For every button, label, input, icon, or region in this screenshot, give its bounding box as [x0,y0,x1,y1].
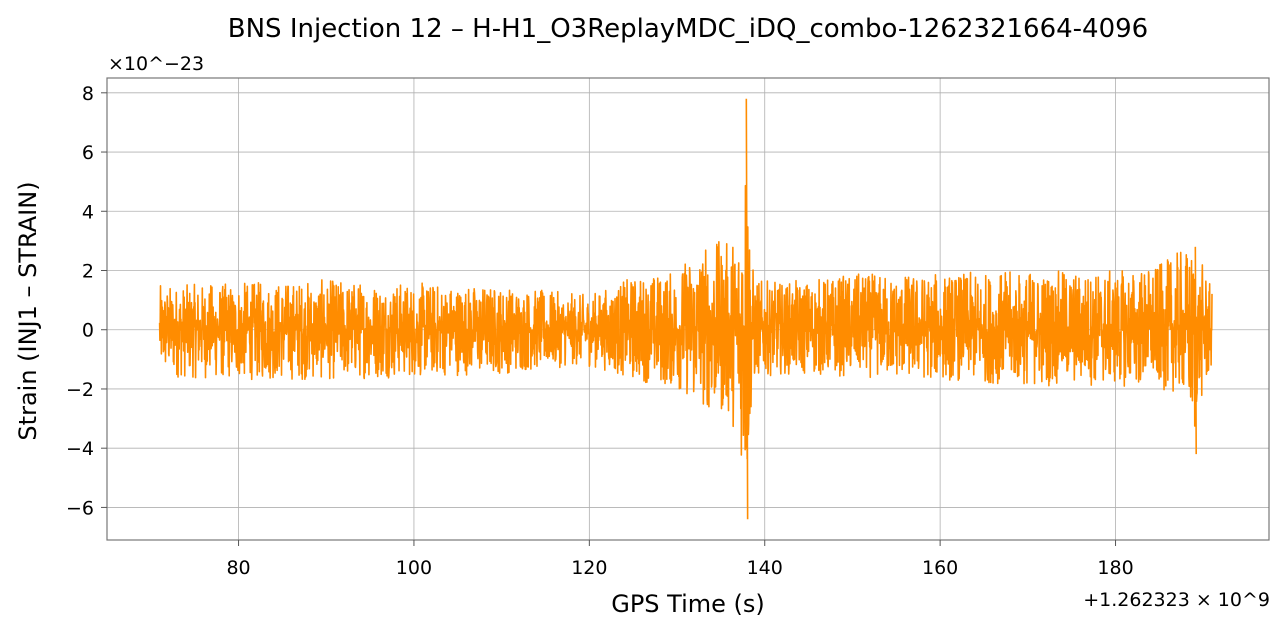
strain-series-line [158,98,1213,520]
x-tick-label: 160 [922,557,958,579]
x-axis-offset-label: +1.262323 × 10^9 [1083,589,1270,611]
y-tick-label: 0 [82,320,94,342]
y-tick-label: 6 [82,142,94,164]
y-axis-label: Strain (INJ1 – STRAIN) [14,181,42,440]
y-tick-label: −4 [66,438,94,460]
x-tick-label: 120 [571,557,607,579]
x-tick-label: 80 [226,557,250,579]
x-axis-label: GPS Time (s) [611,590,765,618]
x-tick-label: 100 [396,557,432,579]
plot-area-frame [106,77,1270,541]
x-tick-label: 140 [747,557,783,579]
y-axis-scale-factor: ×10^−23 [108,53,204,75]
y-tick-label: −2 [66,379,94,401]
series-layer [158,98,1213,520]
y-tick-label: 2 [82,261,94,283]
chart-title: BNS Injection 12 – H-H1_O3ReplayMDC_iDQ_… [228,14,1148,44]
y-tick-label: 4 [82,201,94,223]
x-tick-label: 180 [1097,557,1133,579]
axis-ticks: 80 100 120 140 160 180 −6 −4 −2 0 2 4 6 8 [66,83,1134,579]
y-tick-label: 8 [82,83,94,105]
y-tick-label: −6 [66,497,94,519]
